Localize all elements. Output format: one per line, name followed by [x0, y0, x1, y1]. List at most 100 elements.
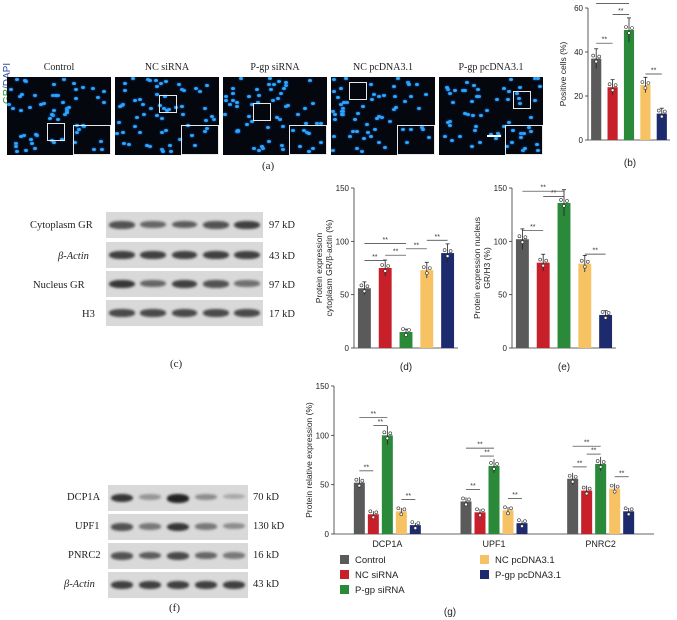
data-point [601, 460, 606, 464]
blot-band [203, 280, 229, 288]
cell-nucleus [261, 147, 265, 150]
significance-mark: ** [512, 492, 518, 499]
micro-label-control: Control [43, 62, 75, 73]
cell-nucleus [339, 103, 343, 106]
data-point [629, 507, 634, 512]
cell-nucleus [311, 102, 315, 105]
blot-band [138, 552, 162, 560]
cell-nucleus [476, 88, 480, 91]
data-point [383, 269, 387, 273]
cell-nucleus [163, 95, 167, 98]
blot-f-label-3: β-Actin [64, 579, 95, 590]
blot-c-label-2: Nucleus GR [33, 280, 85, 291]
blot-band [138, 581, 162, 589]
bar-d-2 [399, 332, 413, 348]
cell-nucleus [282, 87, 286, 90]
significance-mark: ** [378, 419, 384, 426]
cell-nucleus [319, 141, 323, 144]
data-point [492, 467, 496, 471]
data-point [425, 271, 429, 275]
bar-g-0-0 [353, 482, 365, 534]
cell-nucleus [517, 97, 521, 100]
y-tick-label: 150 [316, 382, 330, 391]
data-point [399, 512, 404, 517]
cell-nucleus [307, 132, 311, 135]
cell-nucleus [212, 118, 216, 121]
blot-c-label-1: β-Actin [58, 251, 89, 262]
cell-nucleus [421, 128, 425, 131]
blot-band [140, 221, 166, 228]
cell-nucleus [342, 101, 346, 104]
significance-mark: ** [406, 493, 412, 500]
cell-nucleus [518, 86, 522, 89]
cell-nucleus [409, 95, 413, 98]
cell-nucleus [165, 109, 169, 112]
cell-nucleus [446, 121, 450, 124]
cell-nucleus [446, 88, 450, 91]
cell-nucleus [366, 131, 370, 134]
cell-nucleus [424, 93, 428, 96]
cell-nucleus [271, 99, 275, 102]
cell-nucleus [533, 99, 537, 102]
y-tick-label: 0 [325, 530, 330, 539]
cell-nucleus [62, 78, 66, 81]
y-tick-label: 40 [574, 48, 583, 57]
cell-nucleus [250, 103, 254, 106]
cell-nucleus [180, 105, 184, 108]
significance-mark: ** [577, 460, 583, 467]
y-axis-label: Protein expression nucleus [472, 217, 482, 319]
scale-bar [487, 135, 501, 137]
data-point [640, 80, 645, 84]
cell-nucleus [477, 95, 481, 98]
data-point [374, 510, 379, 515]
bar-d-0 [357, 288, 371, 348]
bar-g-1-3 [502, 510, 514, 534]
cell-nucleus [167, 108, 171, 111]
cell-nucleus [319, 122, 323, 125]
x-tick-label: UPF1 [482, 539, 505, 549]
cell-nucleus [286, 104, 290, 107]
blot-band [194, 552, 218, 559]
blot-band [203, 309, 229, 317]
y-tick-label: 100 [494, 237, 508, 246]
cell-nucleus [377, 115, 381, 118]
cell-nucleus [133, 99, 137, 102]
cell-nucleus [228, 103, 232, 106]
cell-nucleus [54, 94, 58, 97]
micro-label-nc-pcdna: NC pcDNA3.1 [353, 62, 413, 73]
blot-band [140, 280, 166, 287]
cell-nucleus [308, 79, 312, 82]
cell-nucleus [535, 143, 539, 146]
cell-nucleus [269, 88, 273, 91]
blot-c-kd-3: 17 kD [269, 309, 295, 320]
cell-nucleus [284, 84, 288, 87]
y-tick-label: 60 [574, 4, 583, 13]
cell-nucleus [332, 90, 336, 93]
cell-nucleus [245, 123, 249, 126]
data-point [475, 507, 479, 512]
blot-band [108, 309, 135, 317]
cell-nucleus [138, 131, 142, 134]
cell-nucleus [123, 89, 127, 92]
legend-label: NC siRNA [355, 570, 399, 581]
blot-f-row-0 [108, 485, 248, 511]
blot-f-kd-2: 16 kD [253, 550, 279, 561]
blot-band [171, 221, 198, 229]
data-point [591, 53, 596, 58]
cell-nucleus [75, 131, 79, 134]
data-point [562, 204, 566, 208]
cell-nucleus [29, 138, 33, 141]
blot-band [110, 552, 134, 560]
cell-nucleus [345, 101, 349, 104]
cell-nucleus [332, 135, 336, 138]
cell-nucleus [506, 98, 510, 101]
cell-nucleus [33, 94, 37, 97]
cell-nucleus [203, 107, 207, 110]
bar-d-3 [420, 270, 434, 348]
cell-nucleus [533, 77, 537, 80]
cell-nucleus [470, 100, 474, 103]
cell-nucleus [536, 77, 540, 80]
cell-nucleus [303, 107, 307, 110]
cell-nucleus [409, 128, 413, 131]
cell-nucleus [204, 119, 208, 122]
